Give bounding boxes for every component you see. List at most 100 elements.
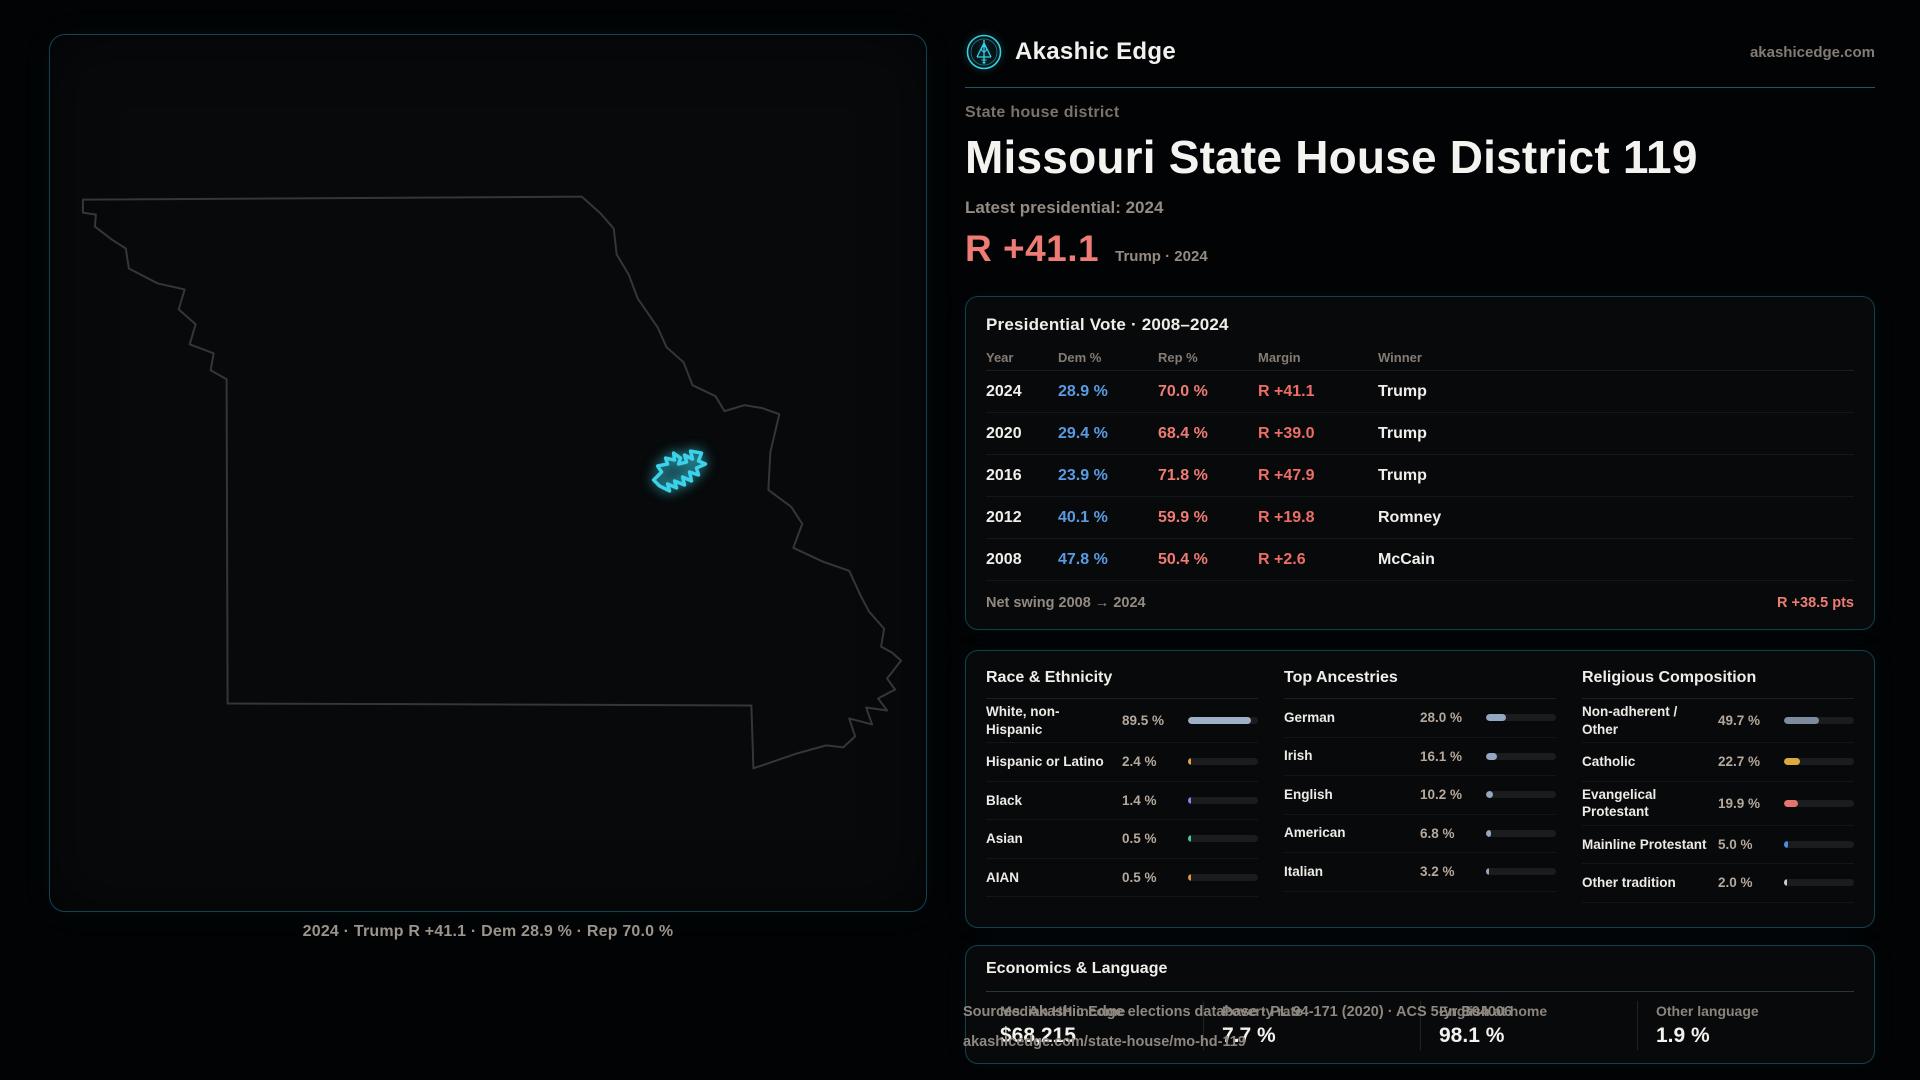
list-item: German 28.0 % bbox=[1284, 699, 1556, 738]
panel-title: Top Ancestries bbox=[1284, 669, 1556, 699]
item-value: 16.1 % bbox=[1420, 748, 1463, 764]
economics-card: Economics & Language Median HH income $68… bbox=[965, 945, 1875, 1064]
economics-stats: Median HH income $68,215 Poverty rate 7.7 %… bbox=[986, 1001, 1854, 1050]
list-item: Asian 0.5 % bbox=[986, 820, 1258, 859]
item-value: 0.5 % bbox=[1122, 869, 1157, 885]
cell-dem: 23.9 % bbox=[1058, 466, 1108, 484]
cell-margin: R +2.6 bbox=[1258, 550, 1306, 568]
bar-fill bbox=[1486, 714, 1506, 722]
stat-cell: English at home 98.1 % bbox=[1420, 1001, 1637, 1050]
list-item: Irish 16.1 % bbox=[1284, 738, 1556, 776]
bar-track bbox=[1188, 717, 1258, 725]
bar-track bbox=[1188, 835, 1258, 843]
item-value: 0.5 % bbox=[1122, 831, 1157, 847]
map-caption: 2024 · Trump R +41.1 · Dem 28.9 % · Rep … bbox=[302, 923, 674, 940]
item-label: English bbox=[1284, 786, 1333, 802]
demographic-panel: Religious Composition Non-adherent / Othe… bbox=[1582, 669, 1854, 903]
list-item: Catholic 22.7 % bbox=[1582, 743, 1854, 782]
item-value: 22.7 % bbox=[1718, 754, 1761, 770]
item-label: Asian bbox=[986, 831, 1023, 847]
bar-track bbox=[1188, 758, 1258, 766]
vote-table-title: Presidential Vote · 2008–2024 bbox=[986, 315, 1229, 334]
item-label: Mainline Protestant bbox=[1582, 836, 1707, 852]
cell-year: 2008 bbox=[986, 550, 1022, 568]
item-value: 5.0 % bbox=[1718, 836, 1753, 852]
stat-cell: Median HH income $68,215 bbox=[986, 1001, 1203, 1050]
presidential-vote-card: Presidential Vote · 2008–2024 Year Dem % R… bbox=[965, 296, 1875, 630]
cell-dem: 47.8 % bbox=[1058, 550, 1108, 568]
item-label: Hispanic or Latino bbox=[986, 754, 1104, 770]
demographic-panel: Top Ancestries German 28.0 % Irish 16.1 % Eng… bbox=[1284, 669, 1556, 903]
bar-fill bbox=[1784, 879, 1787, 887]
cell-margin: R +41.1 bbox=[1258, 382, 1315, 400]
stat-value: $68,215 bbox=[1000, 1024, 1076, 1047]
economics-title: Economics & Language bbox=[986, 960, 1854, 992]
demographic-panel: Race & Ethnicity White, non-Hispanic 89.5 … bbox=[986, 669, 1258, 903]
table-row: 2016 23.9 % 71.8 % R +47.9 Trump bbox=[986, 455, 1854, 497]
item-value: 89.5 % bbox=[1122, 713, 1165, 729]
item-label: Catholic bbox=[1582, 754, 1636, 770]
bar-track bbox=[1784, 717, 1854, 725]
stat-cell: Other language 1.9 % bbox=[1637, 1001, 1854, 1050]
district-shape bbox=[651, 449, 708, 493]
header-divider bbox=[965, 87, 1875, 88]
brand-domain[interactable]: akashicedge.com bbox=[1749, 43, 1875, 61]
brand-header: Akashic Edge akashicedge.com bbox=[965, 30, 1875, 74]
bar-track bbox=[1784, 840, 1854, 848]
headline-stat: R +41.1 Trump · 2024 bbox=[965, 228, 1875, 274]
bar-fill bbox=[1784, 758, 1800, 766]
net-swing-label: Net swing 2008 → 2024 bbox=[986, 595, 1146, 611]
item-label: White, non-Hispanic bbox=[986, 704, 1060, 737]
column-header: Rep % bbox=[1158, 349, 1198, 365]
cell-winner: Trump bbox=[1378, 466, 1427, 484]
bar-track bbox=[1486, 868, 1556, 876]
list-item: Non-adherent / Other 49.7 % bbox=[1582, 699, 1854, 744]
cell-year: 2020 bbox=[986, 424, 1022, 442]
cell-margin: R +39.0 bbox=[1258, 424, 1315, 442]
stat-label: Median HH income bbox=[1000, 1003, 1126, 1019]
cell-dem: 28.9 % bbox=[1058, 382, 1108, 400]
list-item: Italian 3.2 % bbox=[1284, 853, 1556, 892]
list-item: English 10.2 % bbox=[1284, 776, 1556, 815]
bar-fill bbox=[1486, 829, 1491, 837]
cell-margin: R +47.9 bbox=[1258, 466, 1315, 484]
demographics-card: Race & Ethnicity White, non-Hispanic 89.5 … bbox=[965, 650, 1875, 928]
latest-presidential-label: Latest presidential: 2024 bbox=[965, 198, 1164, 217]
detail-column: Akashic Edge akashicedge.com State house… bbox=[965, 30, 1875, 1064]
cell-rep: 70.0 % bbox=[1158, 382, 1208, 400]
net-swing-row: Net swing 2008 → 2024 R +38.5 pts bbox=[986, 595, 1854, 611]
list-item: Hispanic or Latino 2.4 % bbox=[986, 743, 1258, 782]
cell-rep: 59.9 % bbox=[1158, 508, 1208, 526]
brand-name: Akashic Edge bbox=[1015, 38, 1176, 65]
cell-rep: 68.4 % bbox=[1158, 424, 1208, 442]
bar-fill bbox=[1188, 796, 1191, 804]
list-item: AIAN 0.5 % bbox=[986, 859, 1258, 898]
table-row: 2020 29.4 % 68.4 % R +39.0 Trump bbox=[986, 413, 1854, 455]
column-header: Year bbox=[986, 349, 1014, 365]
stat-value: 7.7 % bbox=[1222, 1024, 1276, 1047]
bar-fill bbox=[1188, 717, 1251, 725]
bar-track bbox=[1784, 879, 1854, 887]
cell-winner: McCain bbox=[1378, 550, 1435, 568]
item-label: Non-adherent / Other bbox=[1582, 704, 1678, 737]
cell-rep: 71.8 % bbox=[1158, 466, 1208, 484]
panel-title: Religious Composition bbox=[1582, 669, 1854, 699]
stat-label: Poverty rate bbox=[1222, 1003, 1303, 1019]
cell-rep: 50.4 % bbox=[1158, 550, 1208, 568]
list-item: White, non-Hispanic 89.5 % bbox=[986, 699, 1258, 744]
net-swing-value: R +38.5 pts bbox=[1777, 595, 1854, 611]
bar-fill bbox=[1486, 752, 1498, 760]
bar-fill bbox=[1188, 873, 1191, 881]
vote-table-body: 2024 28.9 % 70.0 % R +41.1 Trump 2020 29.4 % 68… bbox=[986, 371, 1854, 581]
column-header: Margin bbox=[1258, 349, 1301, 365]
item-value: 49.7 % bbox=[1718, 713, 1761, 729]
item-label: Italian bbox=[1284, 863, 1324, 879]
item-label: Other tradition bbox=[1582, 875, 1676, 891]
table-row: 2012 40.1 % 59.9 % R +19.8 Romney bbox=[986, 497, 1854, 539]
item-value: 2.4 % bbox=[1122, 754, 1157, 770]
panel-title: Race & Ethnicity bbox=[986, 669, 1258, 699]
stat-value: 1.9 % bbox=[1656, 1024, 1710, 1047]
column-header: Winner bbox=[1378, 349, 1422, 365]
bar-track bbox=[1188, 873, 1258, 881]
list-item: Mainline Protestant 5.0 % bbox=[1582, 826, 1854, 865]
